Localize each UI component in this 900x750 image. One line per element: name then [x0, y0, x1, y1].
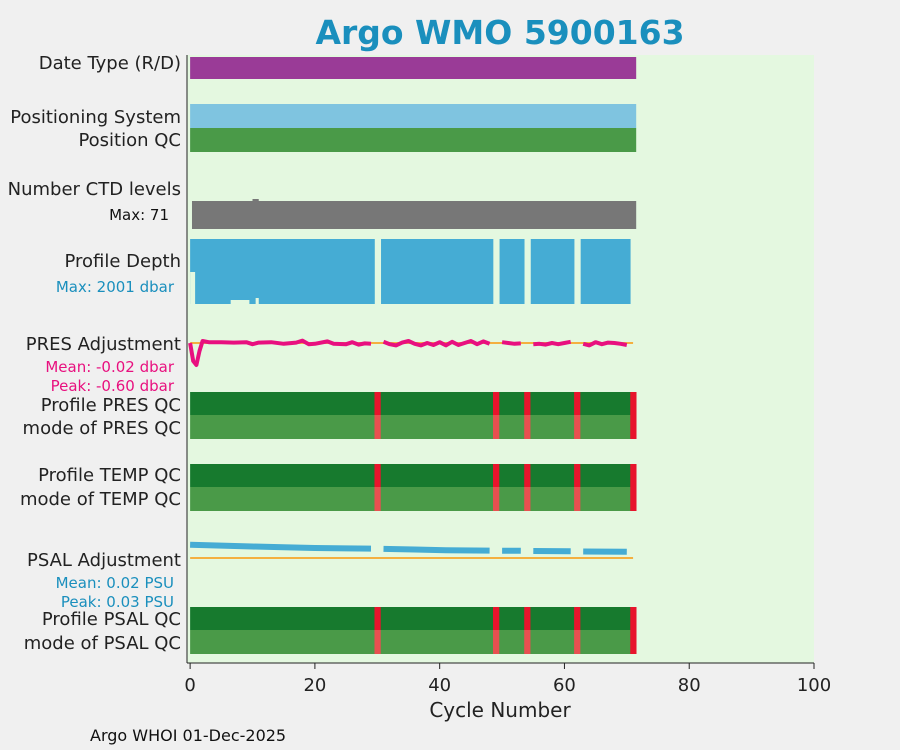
label-pres-mean: Mean: -0.02 dbar: [45, 358, 175, 376]
profile-temp-qc-bar-flag-3: [574, 464, 581, 487]
mode-psal-qc-bar-flag-4: [630, 630, 637, 654]
mode-pres-qc-bar-flag-0: [374, 415, 381, 439]
profile-pres-qc-bar: [190, 392, 637, 415]
profile-pres-qc-bar-flag-1: [493, 392, 500, 415]
pres-adjustment-series-2: [501, 340, 521, 346]
date-type-bar: [190, 57, 637, 79]
label-profile-depth: Profile Depth: [64, 251, 181, 272]
profile-psal-qc-bar-flag-2: [524, 607, 531, 630]
mode-pres-qc-bar-flag-4: [630, 415, 637, 439]
profile-pres-qc-bar-flag-3: [574, 392, 581, 415]
pres-adjustment-series-3: [533, 339, 572, 347]
profile-temp-qc-bar-flag-1: [493, 464, 500, 487]
profile-pres-qc-bar-flag-2: [524, 392, 531, 415]
ctd-levels-bar: [252, 199, 259, 201]
x-tick-label: 0: [184, 675, 195, 696]
pres-adjustment-series-0: [188, 338, 372, 367]
profile-psal-qc-bar-flag-1: [493, 607, 500, 630]
mode-pres-qc-bar-flag-1: [493, 415, 500, 439]
profile-pres-qc-bar-flag-4: [630, 392, 637, 415]
positioning-system-bar: [190, 104, 637, 128]
mode-pres-qc-bar: [190, 415, 637, 439]
position-qc-bar: [190, 128, 637, 152]
label-mode-temp-qc: mode of TEMP QC: [20, 489, 181, 510]
x-axis-label: Cycle Number: [429, 698, 571, 722]
profile-depth-bar-0: [190, 239, 375, 304]
psal-adjustment-series-1: [383, 545, 490, 554]
mode-temp-qc-bar-flag-1: [493, 487, 500, 511]
label-psal-peak: Peak: 0.03 PSU: [61, 593, 174, 611]
profile-temp-qc-bar-flag-4: [630, 464, 637, 487]
profile-psal-qc-bar: [190, 607, 637, 630]
label-position-qc: Position QC: [78, 130, 181, 151]
mode-temp-qc-bar-flag-2: [524, 487, 531, 511]
profile-psal-qc-bar-flag-4: [630, 607, 637, 630]
label-mode-pres-qc: mode of PRES QC: [23, 418, 181, 439]
x-tick-label: 20: [303, 675, 326, 696]
footer-credit: Argo WHOI 01-Dec-2025: [90, 726, 286, 745]
pres-adjustment-series-4: [582, 340, 628, 348]
x-tick-label: 80: [678, 675, 701, 696]
mode-psal-qc-bar: [190, 630, 637, 654]
label-depth-max: Max: 2001 dbar: [56, 278, 175, 296]
mode-pres-qc-bar-flag-2: [524, 415, 531, 439]
pres-adjustment-series-1: [382, 339, 491, 348]
label-pres-peak: Peak: -0.60 dbar: [51, 377, 175, 395]
profile-temp-qc-bar-flag-2: [524, 464, 531, 487]
label-profile-pres-qc: Profile PRES QC: [41, 395, 181, 416]
x-tick-label: 60: [553, 675, 576, 696]
x-tick-label: 100: [797, 675, 831, 696]
profile-depth-notch: [190, 272, 196, 304]
profile-depth-notch: [230, 300, 250, 304]
label-profile-psal-qc: Profile PSAL QC: [42, 609, 181, 630]
ctd-levels-bar: [191, 201, 637, 229]
psal-adjustment-series-0: [190, 541, 372, 552]
mode-temp-qc-bar-flag-4: [630, 487, 637, 511]
profile-depth-bar-2: [499, 239, 525, 304]
profile-depth-bar-3: [530, 239, 575, 304]
plot-area: [187, 55, 814, 663]
mode-pres-qc-bar-flag-3: [574, 415, 581, 439]
profile-psal-qc-bar-flag-3: [574, 607, 581, 630]
profile-psal-qc-bar-flag-0: [374, 607, 381, 630]
label-ctd-max: Max: 71: [109, 206, 169, 224]
profile-depth-bar-1: [381, 239, 494, 304]
profile-depth-notch: [255, 298, 259, 304]
label-profile-temp-qc: Profile TEMP QC: [38, 465, 181, 486]
label-psal-mean: Mean: 0.02 PSU: [56, 574, 174, 592]
mode-psal-qc-bar-flag-0: [374, 630, 381, 654]
label-pres-adjustment: PRES Adjustment: [26, 334, 181, 355]
profile-temp-qc-bar: [190, 464, 637, 487]
profile-temp-qc-bar-flag-0: [374, 464, 381, 487]
profile-depth-bar-4: [580, 239, 631, 304]
mode-temp-qc-bar: [190, 487, 637, 511]
label-mode-psal-qc: mode of PSAL QC: [24, 633, 181, 654]
chart-title: Argo WMO 5900163: [315, 13, 684, 52]
label-ctd-levels: Number CTD levels: [8, 179, 181, 200]
mode-temp-qc-bar-flag-0: [374, 487, 381, 511]
label-positioning-system: Positioning System: [10, 107, 181, 128]
mode-temp-qc-bar-flag-3: [574, 487, 581, 511]
label-psal-adjustment: PSAL Adjustment: [27, 550, 181, 571]
profile-pres-qc-bar-flag-0: [374, 392, 381, 415]
mode-psal-qc-bar-flag-3: [574, 630, 581, 654]
x-tick-label: 40: [428, 675, 451, 696]
mode-psal-qc-bar-flag-2: [524, 630, 531, 654]
mode-psal-qc-bar-flag-1: [493, 630, 500, 654]
label-date-type: Date Type (R/D): [39, 53, 181, 74]
